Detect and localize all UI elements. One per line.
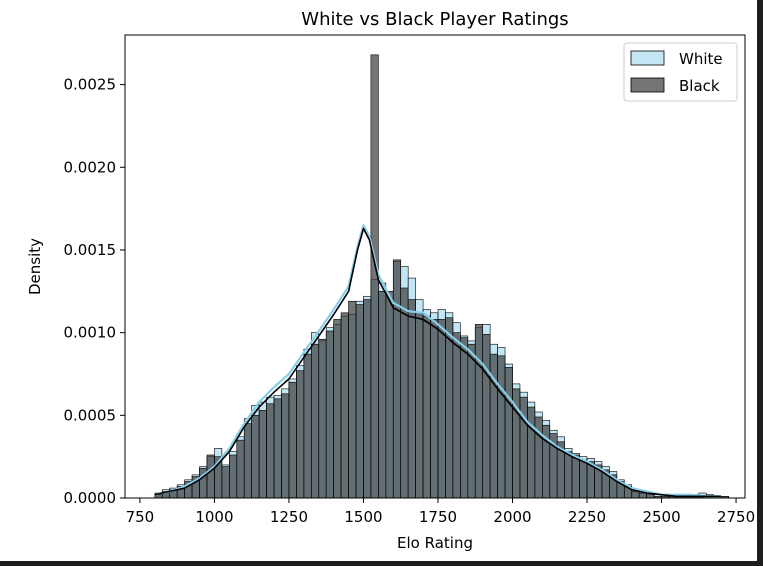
black-bar [437, 319, 446, 499]
black-bar [340, 312, 349, 499]
black-bar [333, 319, 342, 499]
black-bar [392, 259, 402, 499]
y-tick-label: 0.0025 [64, 76, 117, 94]
black-bar [579, 459, 588, 499]
black-bar [445, 317, 454, 499]
y-tick-label: 0.0010 [64, 324, 117, 342]
black-bar [273, 398, 282, 499]
chart-title: White vs Black Player Ratings [301, 9, 568, 30]
black-bar [281, 393, 290, 499]
x-tick-label: 2250 [568, 508, 606, 526]
y-tick-label: 0.0000 [64, 489, 117, 507]
x-tick-label: 1500 [344, 508, 382, 526]
black-bar [325, 330, 334, 499]
legend-swatch-white [630, 50, 665, 66]
plot-frame [124, 34, 746, 499]
black-bar [564, 451, 573, 499]
dark-border-right [757, 0, 763, 566]
black-bar [221, 466, 230, 499]
black-bar [474, 324, 483, 499]
black-bar [310, 343, 320, 499]
black-bar [243, 423, 252, 499]
black-kde-line [154, 227, 722, 498]
white-kde-line [154, 224, 722, 498]
x-tick-label: 2500 [642, 508, 680, 526]
black-bar [355, 304, 364, 499]
black-bar [251, 415, 260, 499]
x-tick-label: 1750 [419, 508, 457, 526]
y-tick-label: 0.0005 [64, 406, 117, 424]
y-axis: 0.0000 0.0005 0.0010 0.0015 0.0020 0.0025 [64, 76, 125, 507]
black-bar [407, 299, 416, 499]
black-bar [348, 300, 357, 499]
black-bar [303, 353, 312, 499]
black-bar [206, 454, 215, 499]
legend-label-black: Black [679, 77, 720, 95]
x-tick-label: 2750 [717, 508, 755, 526]
black-bar [430, 319, 439, 499]
dark-border-bottom [0, 561, 763, 566]
black-bar [497, 355, 506, 499]
legend: White Black [623, 42, 738, 102]
kde-lines [154, 224, 722, 498]
x-tick-label: 2000 [493, 508, 531, 526]
x-tick-label: 1250 [270, 508, 308, 526]
legend-label-white: White [679, 50, 723, 68]
x-axis-label: Elo Rating [397, 534, 473, 552]
black-bar [258, 410, 267, 499]
black-bar [415, 312, 424, 499]
black-bar [363, 299, 372, 499]
black-bar [385, 291, 394, 499]
y-tick-label: 0.0015 [64, 241, 117, 259]
black-bar [400, 287, 409, 499]
legend-swatch-black [630, 77, 665, 93]
black-bar [631, 491, 640, 499]
x-axis: 750 1000 1250 1500 1750 2000 2250 2500 2750 [126, 498, 755, 526]
black-bar [504, 367, 513, 499]
black-bar [318, 338, 327, 499]
black-bar [452, 332, 461, 499]
y-axis-label: Density [26, 238, 44, 295]
black-bar [236, 439, 245, 499]
black-bar [229, 454, 238, 499]
black-bar [638, 492, 647, 499]
black-bar [460, 337, 469, 499]
black-bar [467, 343, 476, 499]
black-bar [422, 315, 431, 499]
black-bar [378, 291, 387, 499]
black-bar [296, 370, 305, 499]
black-bar [266, 403, 275, 499]
black-bar [288, 381, 297, 499]
black-bar [571, 454, 580, 499]
x-tick-label: 750 [126, 508, 155, 526]
y-tick-label: 0.0020 [64, 158, 117, 176]
black-bar [527, 406, 536, 499]
x-tick-label: 1000 [195, 508, 233, 526]
black-bar [482, 333, 491, 499]
